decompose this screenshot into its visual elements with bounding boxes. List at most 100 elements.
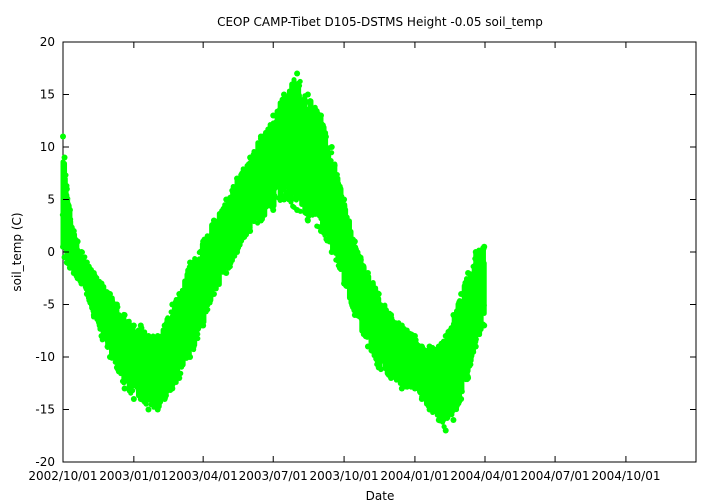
data-point xyxy=(83,291,90,297)
data-point xyxy=(257,217,264,224)
data-point xyxy=(375,364,382,371)
data-point xyxy=(90,312,97,318)
data-point xyxy=(341,280,348,287)
data-point xyxy=(60,243,66,250)
data-point xyxy=(450,312,457,318)
data-point xyxy=(169,301,176,308)
data-point xyxy=(176,291,183,297)
x-tick-label: 2003/10/01 xyxy=(309,469,378,483)
data-point xyxy=(154,406,161,413)
data-point xyxy=(223,270,230,276)
data-point xyxy=(145,406,152,413)
data-point xyxy=(98,333,105,339)
data-point xyxy=(426,343,433,350)
data-point xyxy=(303,98,309,104)
data-point xyxy=(328,249,335,255)
data-point xyxy=(458,291,465,297)
data-point xyxy=(137,396,144,402)
data-point xyxy=(66,264,73,271)
data-point xyxy=(281,184,287,191)
data-point xyxy=(113,301,120,308)
data-point xyxy=(270,207,277,213)
data-point xyxy=(281,91,288,98)
data-point xyxy=(388,312,395,318)
data-point xyxy=(65,196,71,202)
data-point xyxy=(481,243,488,250)
data-point xyxy=(481,280,487,286)
data-point xyxy=(106,354,113,360)
data-point xyxy=(169,385,176,392)
x-tick-label: 2004/01/01 xyxy=(380,469,449,483)
data-point xyxy=(121,385,128,392)
data-point xyxy=(364,270,371,276)
data-point xyxy=(435,343,442,350)
data-point xyxy=(472,249,479,255)
data-point xyxy=(398,322,405,329)
data-point xyxy=(458,396,465,402)
data-point xyxy=(294,207,301,213)
y-tick-label: 15 xyxy=(40,88,55,102)
data-point xyxy=(473,336,479,342)
data-point xyxy=(205,306,211,313)
data-point xyxy=(74,238,81,245)
data-point xyxy=(459,388,465,395)
data-point xyxy=(60,133,66,140)
y-tick-label: -15 xyxy=(35,403,55,417)
data-point xyxy=(472,343,479,350)
data-point xyxy=(270,198,277,205)
x-tick-label: 2003/01/01 xyxy=(99,469,168,483)
data-point xyxy=(375,291,382,297)
data-point xyxy=(247,228,254,234)
y-tick-label: -10 xyxy=(35,350,55,364)
data-point xyxy=(63,186,70,192)
data-point xyxy=(304,91,311,98)
data-point xyxy=(192,256,198,262)
data-point xyxy=(351,238,358,245)
data-point xyxy=(61,154,68,161)
data-point xyxy=(74,275,81,282)
data-point xyxy=(234,249,241,255)
data-point xyxy=(66,207,73,213)
y-tick-label: -5 xyxy=(43,298,55,312)
data-point xyxy=(195,335,201,342)
data-point xyxy=(481,322,488,329)
data-point xyxy=(210,217,217,224)
y-tick-label: 0 xyxy=(47,245,55,259)
data-point xyxy=(364,343,371,350)
data-point xyxy=(297,78,303,85)
data-point xyxy=(304,217,311,224)
data-point xyxy=(195,331,201,337)
data-point xyxy=(187,354,194,360)
data-point xyxy=(70,270,77,276)
data-point xyxy=(442,427,449,434)
data-point xyxy=(187,259,194,266)
y-tick-label: -20 xyxy=(35,455,55,469)
data-point xyxy=(178,370,184,376)
data-point xyxy=(329,150,335,156)
x-tick-label: 2004/10/01 xyxy=(591,469,660,483)
data-point xyxy=(257,133,264,140)
data-point xyxy=(63,172,69,178)
data-point xyxy=(215,281,222,287)
data-point xyxy=(63,259,70,266)
data-point xyxy=(94,275,100,281)
data-point xyxy=(161,396,168,402)
data-point xyxy=(411,333,418,339)
data-point xyxy=(61,254,68,261)
data-point xyxy=(328,144,335,150)
y-tick-label: 5 xyxy=(47,193,55,207)
data-point xyxy=(411,385,418,392)
data-point xyxy=(141,329,148,335)
y-tick-label: 20 xyxy=(40,35,55,49)
data-point xyxy=(176,375,183,381)
data-point xyxy=(121,312,128,318)
data-point xyxy=(223,196,230,203)
data-point xyxy=(270,112,277,119)
data-point xyxy=(317,228,324,234)
data-point xyxy=(465,375,472,381)
data-point xyxy=(272,192,278,199)
data-point xyxy=(145,333,152,339)
data-point xyxy=(130,322,137,329)
data-point xyxy=(361,263,367,270)
